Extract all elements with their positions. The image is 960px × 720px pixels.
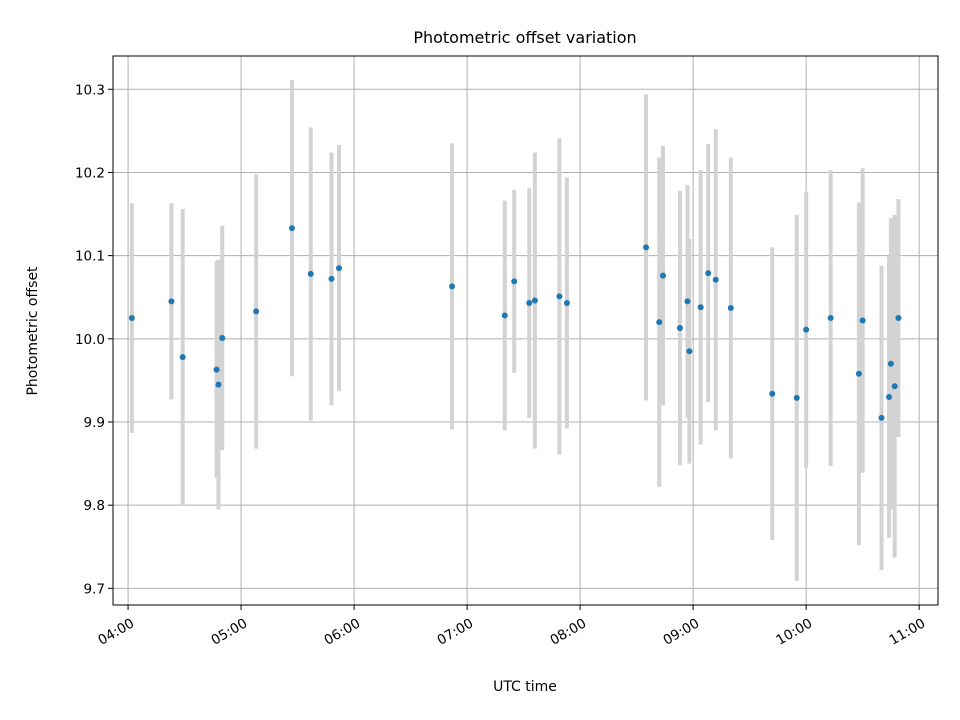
data-point — [887, 360, 894, 367]
data-point — [895, 315, 902, 322]
data-point — [288, 225, 295, 232]
data-point — [219, 334, 226, 341]
data-point — [660, 272, 666, 279]
data-point — [643, 244, 650, 251]
data-point — [526, 300, 533, 307]
grid — [113, 56, 938, 605]
data-point — [213, 366, 220, 373]
data-point — [684, 298, 691, 305]
data-point — [727, 305, 734, 312]
y-tick-label: 10.1 — [75, 249, 105, 265]
data-point — [697, 304, 704, 311]
data-points — [128, 225, 902, 421]
data-point — [712, 276, 719, 283]
data-point — [686, 348, 693, 355]
y-tick-label: 9.8 — [84, 498, 105, 514]
data-point — [556, 293, 563, 300]
data-point — [855, 370, 862, 377]
y-tick-label: 9.7 — [84, 581, 105, 597]
data-point — [328, 275, 335, 282]
data-point — [769, 390, 776, 397]
data-point — [886, 394, 893, 401]
data-point — [705, 270, 712, 277]
data-point — [827, 315, 834, 322]
data-point — [128, 315, 135, 322]
y-tick-label: 10.2 — [75, 165, 105, 181]
data-point — [793, 394, 800, 401]
data-point — [449, 283, 456, 290]
data-point — [215, 381, 222, 388]
data-point — [891, 383, 898, 390]
data-point — [179, 354, 186, 361]
data-point — [878, 414, 885, 421]
data-point — [676, 325, 683, 332]
data-point — [336, 265, 343, 272]
y-axis-label: Photometric offset — [25, 266, 41, 396]
data-point — [511, 278, 518, 285]
data-point — [307, 270, 314, 277]
data-point — [168, 298, 175, 305]
data-point — [253, 308, 260, 315]
plot-frame — [112, 55, 939, 606]
y-tick-label: 9.9 — [84, 415, 105, 431]
data-point — [656, 319, 663, 326]
data-point — [501, 312, 508, 319]
data-point — [563, 300, 570, 307]
chart-title: Photometric offset variation — [413, 28, 636, 47]
data-point — [531, 297, 538, 304]
data-point — [859, 317, 866, 324]
data-point — [803, 326, 810, 333]
y-tick-label: 10.0 — [75, 332, 105, 348]
x-axis-label: UTC time — [493, 679, 557, 695]
y-tick-label: 10.3 — [75, 82, 105, 98]
y-axis-ticks: 9.7 9.8 9.9 10.0 10.1 10.2 10.3 — [75, 82, 113, 597]
